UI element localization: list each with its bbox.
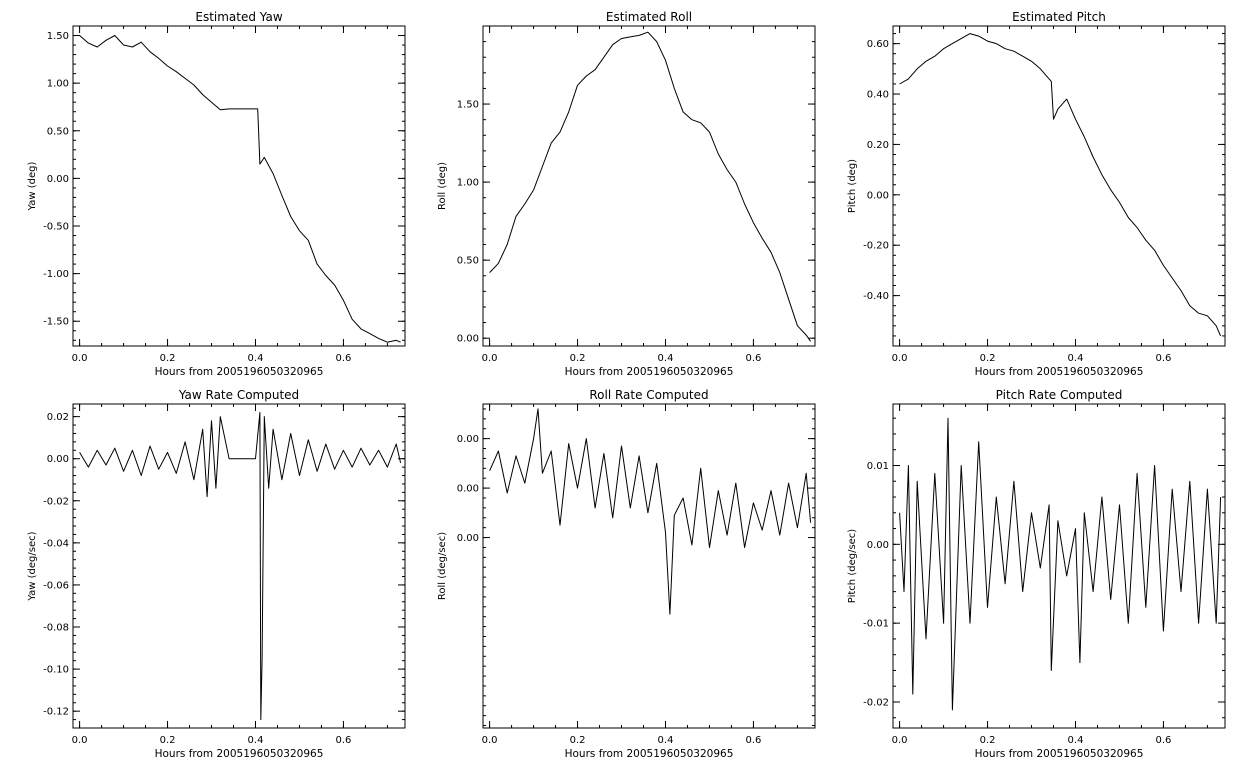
x-tick-label: 0.6 [1155, 353, 1171, 364]
y-tick-label: -0.06 [43, 580, 69, 591]
y-tick-label: -0.10 [43, 665, 69, 676]
y-tick-label: 0.00 [867, 190, 889, 201]
y-tick-label: 0.00 [47, 454, 69, 465]
x-tick-label: 0.6 [745, 353, 761, 364]
x-tick-label: 0.0 [72, 353, 88, 364]
y-tick-label: -0.02 [43, 496, 69, 507]
y-axis-label: Yaw (deg/sec) [27, 531, 38, 601]
panel-title: Estimated Roll [606, 10, 692, 24]
panel-title: Roll Rate Computed [589, 388, 708, 402]
x-tick-label: 0.4 [1068, 353, 1084, 364]
x-tick-label: 0.4 [1068, 735, 1084, 746]
y-tick-label: -1.00 [43, 269, 69, 280]
y-axis-label: Pitch (deg) [847, 159, 858, 213]
y-tick-label: 1.50 [457, 100, 479, 111]
x-tick-label: 0.2 [570, 735, 586, 746]
series-line-1 [489, 31, 812, 342]
y-tick-label: 0.00 [457, 434, 479, 445]
y-tick-label: 0.60 [867, 39, 889, 50]
y-axis-label: Roll (deg/sec) [437, 532, 448, 600]
x-tick-label: 0.0 [72, 735, 88, 746]
series-line-1 [79, 35, 401, 343]
x-tick-label: 0.2 [980, 353, 996, 364]
plot-frame [72, 25, 406, 347]
panel-3: Estimated Pitch Hours from 20051960503209… [847, 10, 1226, 378]
y-tick-label: -0.02 [863, 697, 889, 708]
x-tick-label: 0.4 [248, 353, 264, 364]
panel-title: Estimated Pitch [1012, 10, 1106, 24]
plot-frame [482, 25, 816, 347]
x-tick-label: 0.0 [482, 353, 498, 364]
x-tick-label: 0.4 [658, 353, 674, 364]
panel-2: Estimated Roll Hours from 200519605032096… [437, 10, 816, 378]
y-axis-label: Pitch (deg/sec) [847, 529, 858, 604]
x-tick-label: 0.4 [658, 735, 674, 746]
y-tick-label: 0.00 [47, 174, 69, 185]
panel-1: Estimated Yaw Hours from 2005196050320965… [27, 10, 406, 378]
panel-6: Pitch Rate Computed Hours from 2005196050… [847, 388, 1226, 760]
x-axis-label: Hours from 2005196050320965 [155, 366, 324, 378]
y-tick-label: 0.00 [457, 533, 479, 544]
x-tick-label: 0.6 [335, 735, 351, 746]
panel-title: Yaw Rate Computed [178, 388, 299, 402]
y-tick-label: 1.00 [47, 79, 69, 90]
y-tick-label: 0.50 [47, 126, 69, 137]
plot-frame [482, 403, 816, 729]
y-tick-label: -0.20 [863, 241, 889, 252]
plot-frame [892, 403, 1226, 729]
x-tick-label: 0.0 [482, 735, 498, 746]
x-tick-label: 0.6 [745, 735, 761, 746]
series-line-1 [79, 411, 402, 721]
panel-5: Roll Rate Computed Hours from 20051960503… [437, 388, 816, 760]
y-tick-label: 0.40 [867, 90, 889, 101]
x-tick-label: 0.2 [570, 353, 586, 364]
y-tick-label: 0.02 [47, 412, 69, 423]
y-tick-label: 0.20 [867, 140, 889, 151]
x-tick-label: 0.0 [892, 353, 908, 364]
x-tick-label: 0.2 [980, 735, 996, 746]
y-tick-label: -1.50 [43, 317, 69, 328]
panel-4: Yaw Rate Computed Hours from 200519605032… [27, 388, 406, 760]
y-tick-label: -0.08 [43, 623, 69, 634]
y-tick-label: 1.50 [47, 31, 69, 42]
plot-frame [892, 25, 1226, 347]
y-tick-label: 0.50 [457, 256, 479, 267]
y-tick-label: -0.40 [863, 291, 889, 302]
series-line-1 [899, 417, 1222, 711]
y-tick-label: 0.01 [867, 461, 889, 472]
panel-title: Pitch Rate Computed [996, 388, 1123, 402]
y-tick-label: -0.12 [43, 707, 69, 718]
x-axis-label: Hours from 2005196050320965 [975, 366, 1144, 378]
y-tick-label: 0.00 [457, 334, 479, 345]
x-tick-label: 0.4 [248, 735, 264, 746]
series-line-1 [489, 408, 812, 615]
y-tick-label: 1.00 [457, 178, 479, 189]
x-axis-label: Hours from 2005196050320965 [155, 748, 324, 760]
x-axis-label: Hours from 2005196050320965 [565, 366, 734, 378]
x-tick-label: 0.2 [160, 735, 176, 746]
x-tick-label: 0.0 [892, 735, 908, 746]
x-axis-label: Hours from 2005196050320965 [565, 748, 734, 760]
y-axis-label: Roll (deg) [437, 162, 448, 210]
y-tick-label: -0.01 [863, 619, 889, 630]
y-tick-label: -0.04 [43, 538, 69, 549]
x-tick-label: 0.2 [160, 353, 176, 364]
x-tick-label: 0.6 [335, 353, 351, 364]
panel-title: Estimated Yaw [195, 10, 282, 24]
y-tick-label: 0.00 [457, 484, 479, 495]
x-axis-label: Hours from 2005196050320965 [975, 748, 1144, 760]
series-line-1 [899, 33, 1222, 337]
y-tick-label: -0.50 [43, 222, 69, 233]
y-axis-label: Yaw (deg) [27, 161, 38, 211]
y-tick-label: 0.00 [867, 540, 889, 551]
x-tick-label: 0.6 [1155, 735, 1171, 746]
plot-frame [72, 403, 406, 729]
